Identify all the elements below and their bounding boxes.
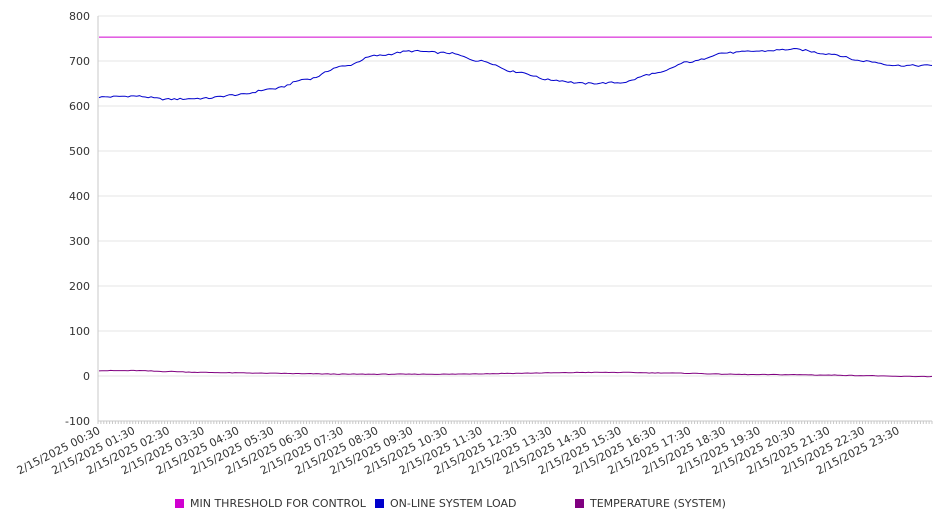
series-lines	[98, 36, 933, 378]
legend-swatch-min-threshold	[175, 499, 184, 508]
grid-lines	[98, 15, 932, 422]
y-tick-label: 500	[69, 145, 90, 158]
y-tick-label: 0	[83, 370, 90, 383]
legend: MIN THRESHOLD FOR CONTROL ON-LINE SYSTEM…	[0, 497, 946, 517]
legend-item-min-threshold[interactable]: MIN THRESHOLD FOR CONTROL	[175, 497, 366, 510]
y-tick-label: 700	[69, 55, 90, 68]
y-tick-label: 300	[69, 235, 90, 248]
axes	[97, 16, 933, 424]
y-tick-label: 100	[69, 325, 90, 338]
legend-item-system-load[interactable]: ON-LINE SYSTEM LOAD	[375, 497, 516, 510]
legend-label-min-threshold: MIN THRESHOLD FOR CONTROL	[190, 497, 366, 510]
legend-label-temperature: TEMPERATURE (SYSTEM)	[590, 497, 726, 510]
y-tick-label: -100	[65, 415, 90, 428]
y-tick-label: 600	[69, 100, 90, 113]
series-line-temperature-system	[98, 369, 933, 378]
series-line-on-line-system-load	[98, 47, 933, 101]
legend-swatch-temperature	[575, 499, 584, 508]
legend-label-system-load: ON-LINE SYSTEM LOAD	[390, 497, 517, 510]
y-axis-tick-labels: -100 0 100 200 300 400 500 600 700 800	[65, 10, 90, 428]
y-tick-label: 400	[69, 190, 90, 203]
y-tick-label: 800	[69, 10, 90, 23]
y-tick-label: 200	[69, 280, 90, 293]
legend-item-temperature[interactable]: TEMPERATURE (SYSTEM)	[575, 497, 726, 510]
legend-swatch-system-load	[375, 499, 384, 508]
x-axis-tick-labels: 2/15/2025 00:302/15/2025 01:302/15/2025 …	[15, 424, 902, 477]
